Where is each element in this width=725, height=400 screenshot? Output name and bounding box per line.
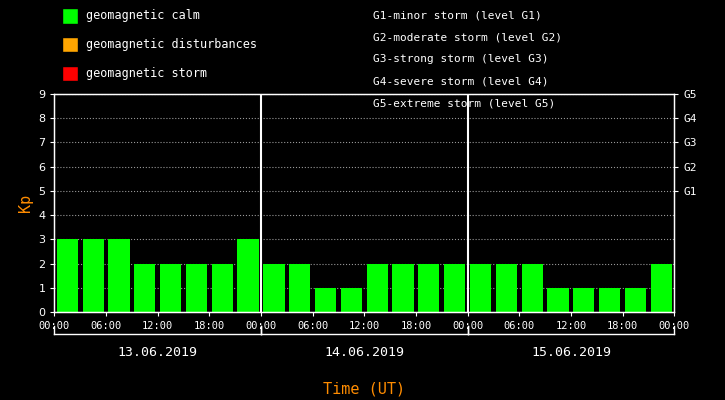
Bar [521,264,543,312]
Bar [392,264,414,312]
Bar [263,264,284,312]
Bar [496,264,517,312]
Bar [444,264,465,312]
Text: G3-strong storm (level G3): G3-strong storm (level G3) [373,54,549,64]
Text: 13.06.2019: 13.06.2019 [117,346,198,358]
Bar [83,239,104,312]
Bar [238,239,259,312]
Bar [625,288,646,312]
Text: geomagnetic calm: geomagnetic calm [86,10,200,22]
Bar [599,288,621,312]
Bar [57,239,78,312]
Bar [470,264,491,312]
Bar [341,288,362,312]
Text: G1-minor storm (level G1): G1-minor storm (level G1) [373,10,542,20]
Text: G4-severe storm (level G4): G4-severe storm (level G4) [373,76,549,86]
Bar [547,288,568,312]
Bar [315,288,336,312]
Bar [651,264,672,312]
Text: geomagnetic disturbances: geomagnetic disturbances [86,38,257,51]
Text: geomagnetic storm: geomagnetic storm [86,67,207,80]
Bar [160,264,181,312]
Text: 15.06.2019: 15.06.2019 [531,346,611,358]
Bar [367,264,388,312]
Bar [573,288,594,312]
Bar [212,264,233,312]
Text: 14.06.2019: 14.06.2019 [324,346,405,358]
Text: G2-moderate storm (level G2): G2-moderate storm (level G2) [373,32,563,42]
Text: G5-extreme storm (level G5): G5-extreme storm (level G5) [373,98,555,108]
Bar [134,264,155,312]
Bar [418,264,439,312]
Bar [289,264,310,312]
Bar [108,239,130,312]
Y-axis label: Kp: Kp [17,194,33,212]
Bar [186,264,207,312]
Text: Time (UT): Time (UT) [323,381,405,396]
